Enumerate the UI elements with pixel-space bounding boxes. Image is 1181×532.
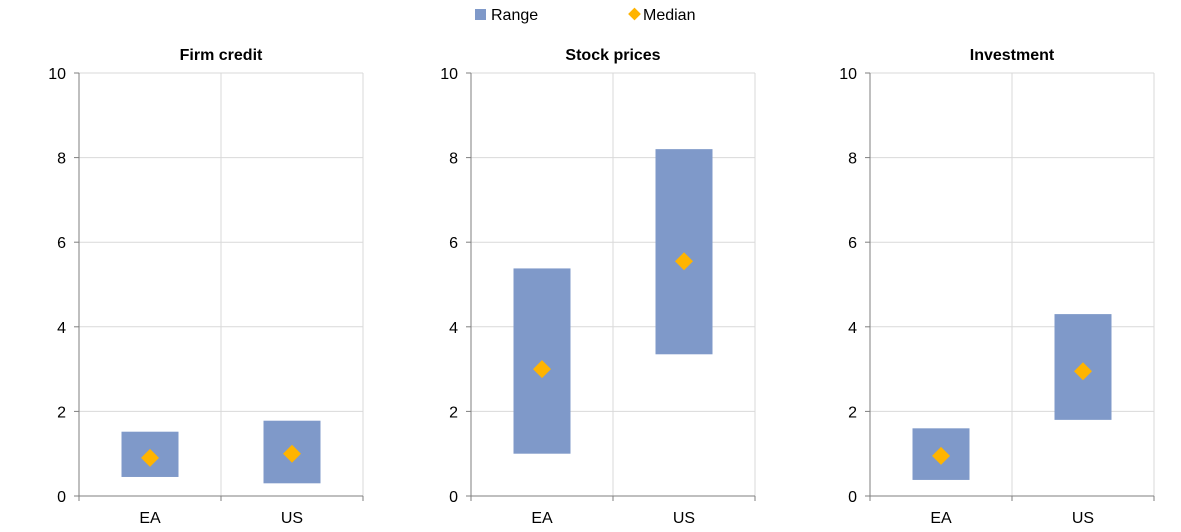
- y-tick-label: 6: [848, 235, 857, 252]
- x-tick-label: US: [673, 510, 695, 527]
- legend: Range Median: [475, 7, 695, 24]
- y-tick-label: 0: [449, 489, 458, 506]
- y-tick-label: 4: [57, 320, 66, 337]
- panel-title: Investment: [970, 47, 1055, 64]
- median-marker-us: [283, 444, 301, 463]
- y-tick-label: 10: [48, 66, 66, 83]
- range-bar-us: [655, 149, 713, 355]
- y-tick-label: 10: [440, 66, 458, 83]
- y-tick-label: 10: [839, 66, 857, 83]
- chart-panels: Firm credit 0 2 4 6 8 10 EA US Stock prices 0 2 4 6 8 1…: [48, 47, 1155, 527]
- median-marker-ea: [932, 446, 950, 465]
- y-tick-label: 4: [449, 320, 458, 337]
- x-tick-label: EA: [139, 510, 161, 527]
- panel-title: Stock prices: [565, 47, 660, 64]
- legend-median-label: Median: [643, 7, 695, 24]
- y-tick-label: 8: [848, 151, 857, 168]
- y-tick-label: 8: [449, 151, 458, 168]
- y-tick-label: 6: [449, 235, 458, 252]
- legend-range-swatch: [475, 9, 486, 20]
- median-marker-ea: [533, 360, 551, 379]
- x-tick-label: US: [281, 510, 303, 527]
- median-marker-ea: [141, 448, 159, 467]
- median-marker-us: [675, 252, 693, 271]
- y-tick-label: 2: [848, 404, 857, 421]
- panel-0: Firm credit 0 2 4 6 8 10 EA US: [48, 47, 364, 527]
- legend-median-swatch: [628, 7, 641, 21]
- y-tick-label: 0: [848, 489, 857, 506]
- x-tick-label: EA: [930, 510, 952, 527]
- y-tick-label: 0: [57, 489, 66, 506]
- y-tick-label: 8: [57, 151, 66, 168]
- panel-2: Investment 0 2 4 6 8 10 EA US: [839, 47, 1155, 527]
- y-tick-label: 2: [57, 404, 66, 421]
- y-tick-label: 4: [848, 320, 857, 337]
- x-tick-label: US: [1072, 510, 1094, 527]
- panel-title: Firm credit: [180, 47, 263, 64]
- median-marker-us: [1074, 362, 1092, 381]
- y-tick-label: 2: [449, 404, 458, 421]
- panel-1: Stock prices 0 2 4 6 8 10 EA US: [440, 47, 756, 527]
- y-tick-label: 6: [57, 235, 66, 252]
- legend-range-label: Range: [491, 7, 538, 24]
- x-tick-label: EA: [531, 510, 553, 527]
